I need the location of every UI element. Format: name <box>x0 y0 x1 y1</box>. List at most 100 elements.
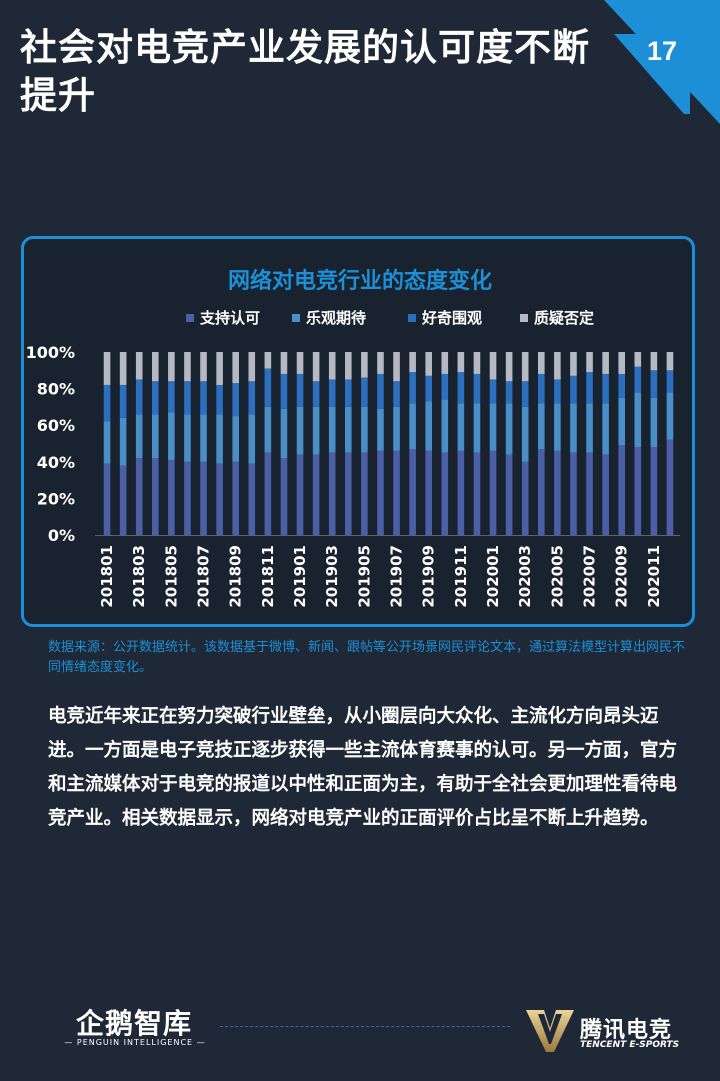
bar-segment <box>151 414 159 459</box>
bar-segment <box>361 406 368 453</box>
y-tick-label: 20% <box>37 489 75 508</box>
bar-segment <box>634 352 642 367</box>
bars <box>103 352 674 535</box>
penguin-logo-text: 企鹅智库 <box>76 1007 193 1040</box>
bar-segment <box>377 450 384 535</box>
bar-segment <box>103 384 111 422</box>
bar-segment <box>184 352 191 382</box>
bar-segment <box>441 352 449 374</box>
bar-segment <box>521 381 529 407</box>
bar-segment <box>151 352 159 382</box>
bar-segment <box>280 408 288 459</box>
penguin-intelligence-logo: 企鹅智库 — PENGUIN INTELLIGENCE — <box>60 998 210 1058</box>
x-tick-label: 201911 <box>452 545 470 608</box>
tencent-esports-logo: 腾讯电竞 TENCENT E-SPORTS <box>524 1006 704 1056</box>
bar-segment <box>489 403 497 451</box>
bar-segment <box>457 403 465 451</box>
x-tick-label: 201805 <box>162 545 180 608</box>
bar-segment <box>200 461 207 535</box>
y-tick-label: 40% <box>37 453 75 472</box>
bar-segment <box>135 379 143 415</box>
x-tick-label: 202009 <box>613 545 631 608</box>
tencent-logo-subtitle: TENCENT E-SPORTS <box>580 1040 680 1050</box>
bar-segment <box>666 439 674 535</box>
x-tick-label: 202001 <box>484 545 502 608</box>
bar-segment <box>521 352 529 382</box>
bar-segment <box>505 352 513 382</box>
bar-segment <box>312 352 320 382</box>
legend-swatch <box>292 314 300 322</box>
bar-segment <box>248 463 256 535</box>
bar-segment <box>425 352 433 376</box>
bar-segment <box>248 381 256 415</box>
bar-segment <box>280 458 288 535</box>
bar-segment <box>151 381 159 415</box>
bar-segment <box>457 372 465 404</box>
bar-segment <box>505 454 513 535</box>
legend-label: 好奇围观 <box>421 309 482 327</box>
bar-segment <box>570 352 577 376</box>
x-tick-label: 201903 <box>323 545 341 608</box>
bar-segment <box>570 403 577 453</box>
x-tick-label: 201901 <box>291 545 309 608</box>
bar-segment <box>184 381 191 415</box>
bar-segment <box>216 414 223 464</box>
page-number: 17 <box>646 36 678 66</box>
bar-segment <box>312 406 320 455</box>
bar-segment <box>618 445 626 535</box>
bar-segment <box>119 465 127 535</box>
footer-divider <box>220 1026 510 1027</box>
bar-segment <box>135 458 143 535</box>
bar-segment <box>232 383 240 417</box>
bar-segment <box>618 373 626 398</box>
bar-segment <box>248 414 256 464</box>
bar-segment <box>168 412 175 460</box>
bar-segment <box>586 352 593 373</box>
bar-segment <box>248 352 256 382</box>
y-tick-label: 80% <box>37 380 75 399</box>
bar-segment <box>650 447 658 535</box>
bar-segment <box>103 421 111 464</box>
bar-segment <box>216 384 223 415</box>
bar-segment <box>200 352 207 382</box>
bar-segment <box>650 370 658 398</box>
bar-segment <box>361 377 368 407</box>
bar-segment <box>602 373 609 404</box>
bar-segment <box>216 352 223 385</box>
legend-label: 支持认可 <box>199 309 260 327</box>
bar-segment <box>296 373 304 407</box>
bar-segment <box>184 414 191 462</box>
page-title: 社会对电竞产业发展的认可度不断提升 <box>20 26 590 117</box>
bar-segment <box>602 403 609 455</box>
bar-segment <box>135 414 143 459</box>
bar-segment <box>409 403 416 449</box>
bar-segment <box>537 352 545 374</box>
bar-segment <box>119 384 127 418</box>
bar-segment <box>537 448 545 535</box>
bar-segment <box>280 352 288 374</box>
bar-segment <box>344 352 352 380</box>
bar-segment <box>554 403 561 451</box>
bar-segment <box>441 399 449 453</box>
bar-segment <box>666 392 674 440</box>
bar-segment <box>489 379 497 404</box>
bar-segment <box>296 406 304 455</box>
bar-segment <box>135 352 143 380</box>
bar-segment <box>264 406 272 453</box>
bar-segment <box>666 352 674 371</box>
x-tick-label: 201905 <box>355 545 373 608</box>
y-tick-label: 0% <box>48 526 75 545</box>
bar-segment <box>393 406 400 451</box>
bar-segment <box>393 352 400 382</box>
bar-segment <box>634 392 642 448</box>
bar-segment <box>473 452 481 535</box>
x-tick-label: 201801 <box>98 545 116 608</box>
bar-segment <box>489 352 497 380</box>
stacked-bar-chart: 网络对电竞行业的态度变化 支持认可 乐观期待 好奇围观 质疑否定 0% 20% 40% 60… <box>26 268 680 608</box>
bar-segment <box>554 450 561 535</box>
bar-segment <box>328 352 336 380</box>
bar-segment <box>103 352 111 385</box>
bar-segment <box>570 452 577 535</box>
bar-segment <box>264 352 272 369</box>
bar-segment <box>554 352 561 380</box>
